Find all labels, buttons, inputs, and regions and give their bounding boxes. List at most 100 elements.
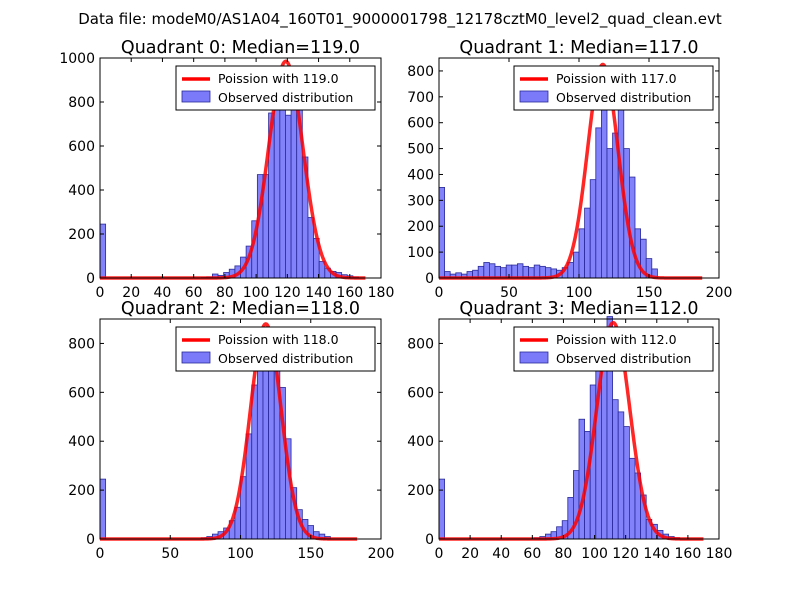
histogram-bar [517,263,524,279]
histogram-bar [578,228,585,279]
histogram-bar [285,114,292,279]
histogram-bar [606,148,613,279]
legend-box [513,326,714,372]
legend-bar-swatch [519,351,549,364]
legend-label-poisson: Poission with 117.0 [556,71,677,86]
x-tick-label: 60 [185,285,203,301]
x-tick-label: 0 [435,285,444,301]
x-tick-label: 50 [500,285,518,301]
legend-label-poisson: Poission with 112.0 [556,332,677,347]
x-tick-label: 40 [154,285,172,301]
legend-bar-swatch [181,351,211,364]
legend-label-observed: Observed distribution [218,90,353,105]
x-tick-label: 60 [523,546,541,562]
x-tick-label: 100 [581,546,608,562]
y-tick-label: 100 [407,245,434,261]
y-tick-label: 0 [86,271,95,287]
x-tick-label: 150 [297,546,324,562]
legend-label-observed: Observed distribution [218,351,353,366]
x-tick-label: 140 [305,285,332,301]
y-tick-label: 600 [68,385,95,401]
figure-title: Data file: modeM0/AS1A04_160T01_90000017… [78,10,722,29]
legend-box [175,65,376,111]
x-tick-label: 120 [274,285,301,301]
legend: Poission with 112.0 Observed distribution [513,326,714,372]
histogram-bar [483,262,490,279]
x-tick-label: 140 [643,546,670,562]
y-tick-label: 400 [68,434,95,450]
histogram-bar [533,264,541,279]
panel-title: Quadrant 2: Median=118.0 [121,299,360,319]
panels: 0 20 40 60 80 100 120 140 160 1800200400600800100… [59,38,732,562]
histogram-bar [273,97,281,279]
histogram-bar [573,251,580,279]
histogram-bar [629,457,636,540]
x-tick-label: 180 [706,546,733,562]
histogram-bar [251,384,258,540]
histogram-bar [511,264,518,279]
legend-bar-swatch [181,90,211,103]
legend-label-poisson: Poission with 118.0 [218,332,339,347]
panel-quadrant-0: 0 20 40 60 80 100 120 140 160 180 0 200 400 600 800 100… [59,38,394,301]
axes-frame [99,57,382,279]
y-tick-label: 400 [407,167,434,183]
y-tick-label: 600 [407,116,434,132]
x-tick-label: 100 [566,285,593,301]
panel-quadrant-2: 0 50 100 150 200 0 200 400 600 800 Quadrant 2: Med… [68,299,394,562]
axes-frame [438,318,720,540]
histogram-bar [578,418,585,540]
x-tick-label: 100 [227,546,254,562]
y-tick-label: 600 [68,139,95,155]
histogram-bar [601,106,608,279]
x-tick-label: 100 [243,285,270,301]
y-tick-label: 200 [407,219,434,235]
legend: Poission with 117.0 Observed distribution [513,65,714,111]
histogram-bar [290,82,298,279]
x-tick-label: 200 [706,285,733,301]
panel-title: Quadrant 1: Median=117.0 [459,38,698,58]
x-tick-label: 80 [216,285,234,301]
x-tick-label: 0 [435,546,444,562]
histogram-bar [589,179,597,279]
x-tick-label: 20 [461,546,479,562]
x-tick-label: 120 [612,546,639,562]
histogram-bar [438,187,445,279]
histogram-bar [488,263,496,279]
y-tick-label: 400 [68,183,95,199]
histogram-bar [612,399,619,540]
x-tick-label: 200 [368,546,395,562]
legend: Poission with 118.0 Observed distribution [175,326,376,372]
legend-label-poisson: Poission with 119.0 [218,71,339,86]
histogram-bar [617,411,625,540]
y-tick-label: 1000 [59,51,95,67]
y-tick-label: 400 [407,434,434,450]
x-tick-label: 150 [636,285,663,301]
legend-box [513,65,714,111]
y-tick-label: 0 [425,532,434,548]
y-tick-label: 700 [407,90,434,106]
y-tick-label: 800 [407,64,434,80]
y-tick-label: 200 [68,227,95,243]
histogram-bar [99,478,107,540]
x-tick-label: 50 [161,546,179,562]
legend-label-observed: Observed distribution [556,351,691,366]
legend-label-observed: Observed distribution [556,90,691,105]
panel-title: Quadrant 0: Median=119.0 [121,38,360,58]
legend: Poission with 119.0 Observed distribution [175,65,376,111]
y-tick-label: 600 [407,385,434,401]
x-tick-label: 0 [96,546,105,562]
y-tick-label: 800 [407,336,434,352]
legend-bar-swatch [519,90,549,103]
x-tick-label: 80 [555,546,573,562]
histogram-bar [623,426,630,540]
histogram-bar [595,127,602,279]
panel-title: Quadrant 3: Median=112.0 [459,299,698,319]
y-tick-label: 200 [68,483,95,499]
histogram-bar [307,217,314,279]
y-tick-label: 200 [407,483,434,499]
x-tick-label: 40 [492,546,510,562]
panel-quadrant-1: 0 50 100 150 200 0 100 200 300 400 500 600 700 800 Qua… [407,38,732,301]
y-tick-label: 800 [68,336,95,352]
panel-quadrant-3: 0 20 40 60 80 100 120 140 160 180 0 200 400 600 800 Qua… [407,299,732,562]
